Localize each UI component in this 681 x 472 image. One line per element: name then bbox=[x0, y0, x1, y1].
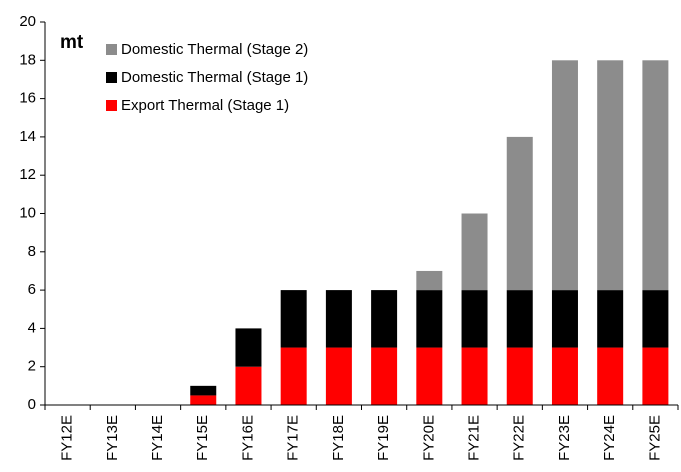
x-tick-label: FY18E bbox=[330, 415, 347, 461]
legend-label: Domestic Thermal (Stage 2) bbox=[121, 41, 308, 58]
x-tick-label: FY13E bbox=[104, 415, 121, 461]
bar-segment bbox=[325, 347, 352, 405]
bar-segment bbox=[506, 136, 533, 291]
x-tick-label: FY16E bbox=[239, 415, 256, 461]
bar-segment bbox=[597, 290, 624, 348]
legend-label: Export Thermal (Stage 1) bbox=[121, 97, 289, 114]
y-tick-label: 2 bbox=[28, 358, 36, 375]
bar-segment bbox=[325, 290, 352, 348]
bar-segment bbox=[416, 347, 443, 405]
y-tick-label: 18 bbox=[19, 51, 36, 68]
y-tick-label: 12 bbox=[19, 166, 36, 183]
x-tick-label: FY20E bbox=[420, 415, 437, 461]
legend-swatch bbox=[106, 44, 117, 55]
x-tick-label: FY24E bbox=[601, 415, 618, 461]
bar-segment bbox=[280, 290, 307, 348]
legend-label: Domestic Thermal (Stage 1) bbox=[121, 69, 308, 86]
bar-segment bbox=[416, 270, 443, 291]
x-tick-label: FY14E bbox=[149, 415, 166, 461]
bar-segment bbox=[506, 347, 533, 405]
bar-segment bbox=[642, 347, 669, 405]
legend-box bbox=[98, 36, 366, 124]
y-tick-label: 6 bbox=[28, 281, 36, 298]
x-tick-label: FY17E bbox=[285, 415, 302, 461]
x-tick-label: FY23E bbox=[556, 415, 573, 461]
unit-label: mt bbox=[60, 32, 84, 53]
y-tick-label: 8 bbox=[28, 243, 36, 260]
bar-segment bbox=[551, 60, 578, 291]
bar-segment bbox=[371, 290, 398, 348]
x-tick-label: FY15E bbox=[194, 415, 211, 461]
y-tick-label: 14 bbox=[19, 128, 36, 145]
bar-segment bbox=[642, 290, 669, 348]
bar-segment bbox=[235, 366, 262, 405]
bar-segment bbox=[461, 213, 488, 291]
bar-segment bbox=[280, 347, 307, 405]
x-tick-label: FY22E bbox=[511, 415, 528, 461]
bar-segment bbox=[190, 385, 217, 396]
x-tick-label: FY25E bbox=[646, 415, 663, 461]
x-tick-label: FY21E bbox=[466, 415, 483, 461]
x-tick-label: FY12E bbox=[59, 415, 76, 461]
bar-segment bbox=[506, 290, 533, 348]
bar-segment bbox=[551, 347, 578, 405]
legend-swatch bbox=[106, 72, 117, 83]
bar-segment bbox=[461, 347, 488, 405]
bar-segment bbox=[461, 290, 488, 348]
y-tick-label: 4 bbox=[28, 319, 36, 336]
x-tick-label: FY19E bbox=[375, 415, 392, 461]
legend-swatch bbox=[106, 100, 117, 111]
bar-segment bbox=[190, 395, 217, 405]
y-tick-label: 20 bbox=[19, 13, 36, 30]
bar-segment bbox=[371, 347, 398, 405]
y-tick-label: 16 bbox=[19, 90, 36, 107]
bar-segment bbox=[642, 60, 669, 291]
bar-segment bbox=[235, 328, 262, 367]
bar-segment bbox=[416, 290, 443, 348]
bar-segment bbox=[597, 347, 624, 405]
bar-segment bbox=[597, 60, 624, 291]
bar-segment bbox=[551, 290, 578, 348]
y-tick-label: 10 bbox=[19, 204, 36, 221]
y-tick-label: 0 bbox=[28, 396, 36, 413]
